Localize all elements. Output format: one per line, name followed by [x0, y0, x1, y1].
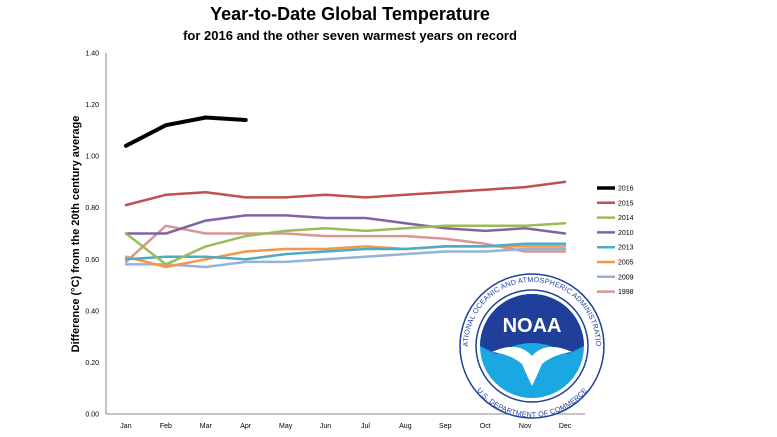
- series-line-2013: [124, 242, 567, 261]
- legend-label: 2015: [618, 200, 634, 207]
- logo-sky: [480, 294, 584, 354]
- chart-subtitle: for 2016 and the other seven warmest yea…: [183, 28, 517, 43]
- x-tick-label: Jan: [120, 423, 131, 430]
- legend-item-2015: 2015: [597, 200, 634, 207]
- chart-axes: [105, 53, 585, 415]
- legend-label: 2009: [618, 274, 634, 281]
- x-tick-label: Jul: [361, 423, 370, 430]
- y-tick-label: 0.00: [85, 412, 99, 419]
- chart-title: Year-to-Date Global Temperature: [210, 4, 490, 24]
- y-tick-label: 0.80: [85, 205, 99, 212]
- y-tick-label: 1.40: [85, 51, 99, 58]
- x-tick-label: Mar: [200, 423, 213, 430]
- x-tick-label: May: [279, 423, 293, 430]
- y-tick-label: 1.20: [85, 102, 99, 109]
- y-axis-label: Difference (°C) from the 20th century av…: [70, 116, 82, 353]
- legend-item-2009: 2009: [597, 274, 634, 281]
- legend-item-2016: 2016: [597, 186, 634, 193]
- noaa-logo: NOAA NATIONAL OCEANIC AND ATMOSPHERIC AD…: [459, 273, 605, 419]
- x-tick-label: Jun: [320, 423, 331, 430]
- series-line-2016: [124, 115, 248, 148]
- series-line-2014: [124, 221, 567, 266]
- legend-item-2010: 2010: [597, 230, 634, 237]
- series-lines: [124, 115, 567, 269]
- x-tick-labels: Jan Feb Mar Apr May Jun Jul Aug Sep Oct Nov Dec: [120, 423, 571, 430]
- legend-item-1998: 1998: [597, 289, 634, 296]
- y-tick-label: 0.60: [85, 257, 99, 264]
- legend-label: 2014: [618, 215, 634, 222]
- legend-item-2014: 2014: [597, 215, 634, 222]
- legend-label: 2005: [618, 260, 634, 267]
- x-tick-label: Apr: [240, 423, 252, 430]
- x-tick-label: Aug: [399, 423, 412, 430]
- x-tick-label: Feb: [160, 423, 172, 430]
- x-tick-label: Nov: [519, 423, 532, 430]
- legend-label: 1998: [618, 289, 634, 296]
- legend: 2016 2015 2014 2010 2013 2005 2009 1998: [597, 186, 634, 296]
- series-line-2009: [124, 247, 567, 269]
- y-tick-label: 0.40: [85, 308, 99, 315]
- series-line-2010: [124, 214, 567, 235]
- legend-item-2013: 2013: [597, 245, 634, 252]
- x-tick-label: Sep: [439, 423, 452, 430]
- legend-label: 2013: [618, 245, 634, 252]
- logo-wordmark: NOAA: [503, 315, 562, 337]
- legend-label: 2010: [618, 230, 634, 237]
- y-tick-label: 0.20: [85, 360, 99, 367]
- y-tick-labels: 0.00 0.20 0.40 0.60 0.80 1.00 1.20 1.40: [85, 51, 99, 419]
- legend-label: 2016: [618, 186, 634, 193]
- legend-item-2005: 2005: [597, 260, 634, 267]
- series-line-2015: [124, 180, 567, 207]
- x-tick-label: Dec: [559, 423, 572, 430]
- logo-bird-icon: [492, 346, 572, 386]
- y-tick-label: 1.00: [85, 154, 99, 161]
- x-tick-label: Oct: [480, 423, 491, 430]
